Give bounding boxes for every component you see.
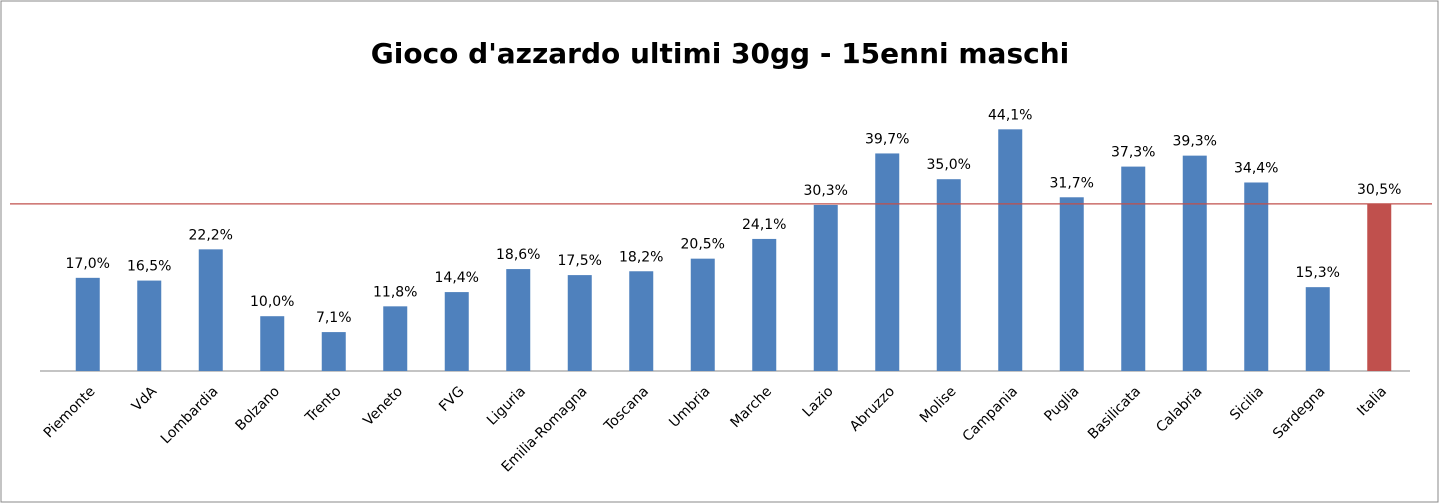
value-label: 35,0% — [927, 157, 971, 173]
bar — [321, 332, 346, 371]
value-label: 18,6% — [496, 247, 540, 263]
bar — [690, 258, 715, 371]
value-label: 22,2% — [189, 227, 233, 243]
value-label: 31,7% — [1050, 175, 1094, 191]
value-label: 39,3% — [1173, 134, 1217, 150]
bar — [1182, 155, 1207, 371]
value-label: 10,0% — [250, 294, 294, 310]
value-label: 44,1% — [988, 107, 1032, 123]
bar — [936, 179, 961, 371]
bar — [1244, 182, 1269, 371]
bar — [1059, 197, 1084, 371]
value-label: 20,5% — [681, 237, 725, 253]
value-label: 30,3% — [804, 183, 848, 199]
bar — [752, 238, 777, 371]
bar — [813, 204, 838, 371]
value-label: 34,4% — [1234, 160, 1278, 176]
bar — [1305, 287, 1330, 371]
bar — [75, 277, 100, 371]
bar — [567, 275, 592, 371]
bar — [506, 269, 531, 371]
value-label: 17,5% — [558, 253, 602, 269]
bar — [260, 316, 285, 371]
value-label: 14,4% — [435, 270, 479, 286]
value-label: 30,5% — [1357, 182, 1401, 198]
value-label: 24,1% — [742, 217, 786, 233]
bar — [383, 306, 408, 371]
bar — [875, 153, 900, 371]
bar — [1367, 203, 1392, 371]
bar — [1121, 166, 1146, 371]
bar — [998, 129, 1023, 371]
value-label: 16,5% — [127, 259, 171, 275]
value-label: 15,3% — [1296, 265, 1340, 281]
value-label: 37,3% — [1111, 145, 1155, 161]
value-label: 7,1% — [316, 310, 352, 326]
bar — [198, 249, 223, 371]
value-label: 17,0% — [66, 256, 110, 272]
bar — [444, 292, 469, 371]
value-label: 39,7% — [865, 131, 909, 147]
chart-title: Gioco d'azzardo ultimi 30gg - 15enni mas… — [371, 37, 1069, 70]
bar — [629, 271, 654, 371]
bar — [137, 280, 162, 371]
value-label: 11,8% — [373, 284, 417, 300]
value-label: 18,2% — [619, 249, 663, 265]
